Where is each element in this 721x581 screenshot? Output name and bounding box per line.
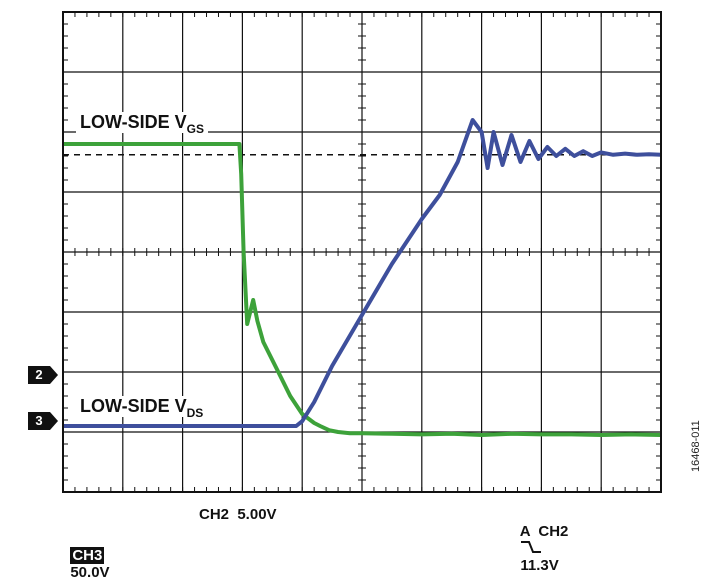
channel-3-marker: 3 [28,412,58,430]
series-vds-trace [63,118,662,428]
falling-edge-icon [521,541,542,553]
trigger-prefix: A CH2 [519,523,569,540]
ch3-scale-value: 50.0V [70,564,110,581]
channel-3-marker-label: 3 [28,412,50,430]
vgs-label-main: LOW-SIDE V [80,112,187,132]
plot-frame [62,11,662,493]
series-vgs-trace [63,142,662,437]
channel-2-marker: 2 [28,366,58,384]
figure-id: 16468-011 [690,420,702,472]
oscilloscope-plot [62,11,662,493]
trigger-readout: A CH2 11.3V [512,506,569,574]
ch3-scale-readout: CH3 50.0V [62,530,110,581]
vds-label-main: LOW-SIDE V [80,396,187,416]
vgs-trace-label: LOW-SIDE VGS [76,112,208,136]
channel-2-marker-arrow [50,366,58,384]
plot-grid [63,12,661,492]
vds-label-sub: DS [186,406,204,420]
channel-3-marker-arrow [50,412,58,430]
channel-2-marker-label: 2 [28,366,50,384]
ch3-channel-badge: CH3 [70,547,105,564]
vds-trace-label: LOW-SIDE VDS [76,396,208,420]
ch2-scale-readout: CH2 5.00V [199,506,277,523]
vgs-label-sub: GS [186,122,204,136]
